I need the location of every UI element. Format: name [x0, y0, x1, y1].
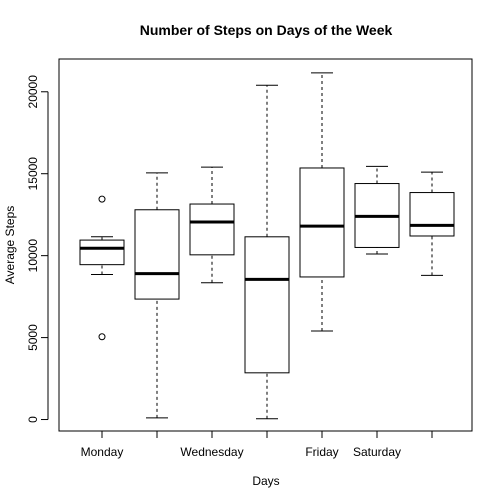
- x-tick-label-friday: Friday: [305, 445, 338, 459]
- outlier-monday-0: [98, 195, 106, 203]
- box-sunday: [409, 171, 455, 276]
- y-axis: 0 5000 10000 15000 20000: [26, 75, 49, 423]
- box-body-thursday: [244, 236, 290, 374]
- box-wednesday: [189, 166, 235, 284]
- x-tick-label-wednesday: Wednesday: [180, 445, 243, 459]
- box-body-wednesday: [189, 203, 235, 256]
- y-tick-label-5000: 5000: [26, 324, 40, 351]
- box-saturday: [354, 165, 400, 255]
- box-monday: [79, 195, 125, 341]
- boxes: [79, 72, 455, 420]
- x-tick-label-monday: Monday: [81, 445, 124, 459]
- y-tick-label-15000: 15000: [26, 157, 40, 191]
- box-friday: [299, 72, 345, 332]
- x-axis-label: Days: [252, 474, 279, 488]
- box-thursday: [244, 84, 290, 420]
- x-tick-label-saturday: Saturday: [353, 445, 401, 459]
- box-body-monday: [79, 239, 125, 266]
- box-body-friday: [299, 167, 345, 278]
- box-body-tuesday: [134, 209, 180, 300]
- y-axis-label: Average Steps: [3, 206, 17, 285]
- y-tick-label-0: 0: [26, 416, 40, 423]
- box-body-sunday: [409, 192, 455, 237]
- y-tick-label-20000: 20000: [26, 75, 40, 109]
- outlier-monday-1: [98, 333, 106, 341]
- x-axis: Monday Wednesday Friday Saturday: [81, 430, 433, 459]
- chart-title: Number of Steps on Days of the Week: [140, 22, 393, 38]
- y-tick-label-10000: 10000: [26, 239, 40, 273]
- box-tuesday: [134, 172, 180, 419]
